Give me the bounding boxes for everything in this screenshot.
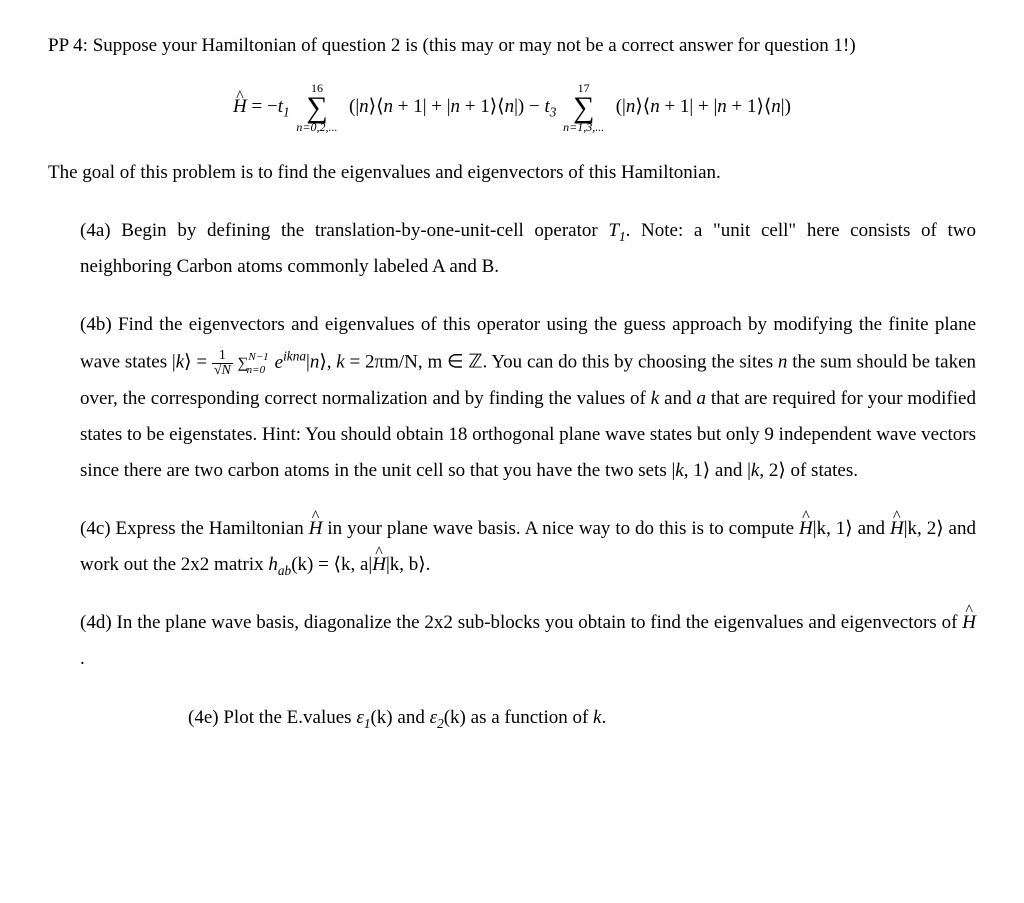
part-4e: (4e) Plot the E.values ε1(k) and ε2(k) a… (188, 700, 976, 736)
part-4c: (4c) Express the Hamiltonian H in your p… (80, 511, 976, 583)
sum-2: 17 ∑ n=1,3,... (563, 82, 604, 133)
part-4e-label: (4e) (188, 707, 219, 728)
goal-text: The goal of this problem is to find the … (48, 155, 976, 191)
part-4a: (4a) Begin by defining the translation-b… (80, 213, 976, 285)
sum-1: 16 ∑ n=0,2,... (296, 82, 337, 133)
part-4d: (4d) In the plane wave basis, diagonaliz… (80, 605, 976, 677)
intro-text: Suppose your Hamiltonian of question 2 i… (93, 35, 856, 56)
part-4b: (4b) Find the eigenvectors and eigenvalu… (80, 307, 976, 489)
part-4d-label: (4d) (80, 612, 112, 633)
part-4a-label: (4a) (80, 220, 111, 241)
problem-label: PP 4: (48, 35, 88, 56)
hamiltonian-equation: H = −t1 16 ∑ n=0,2,... (|n⟩⟨n + 1| + |n … (48, 82, 976, 133)
part-4c-label: (4c) (80, 518, 111, 539)
problem-intro: PP 4: Suppose your Hamiltonian of questi… (48, 28, 976, 64)
part-4b-label: (4b) (80, 314, 112, 335)
